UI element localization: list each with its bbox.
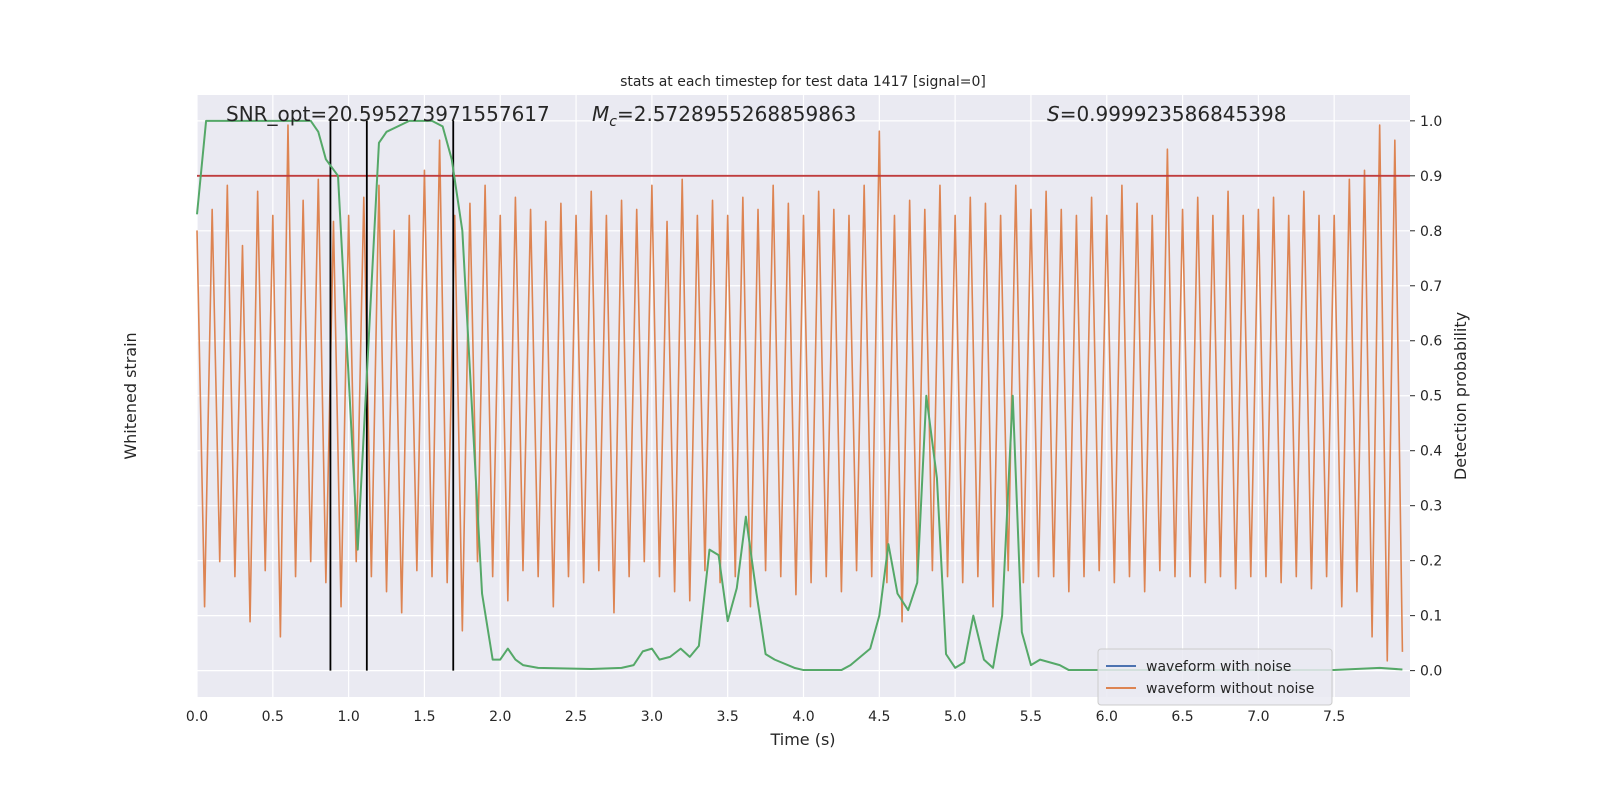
annotation-text: =2.5728955268859863	[617, 102, 856, 126]
legend-box	[1097, 648, 1333, 706]
legend-label: waveform without noise	[1146, 681, 1314, 697]
y-axis-label: Whitened strain	[121, 332, 140, 459]
y2-tick-label: 0.2	[1420, 554, 1442, 570]
x-tick-label: 2.5	[565, 709, 587, 725]
x-tick-label: 7.5	[1323, 709, 1345, 725]
series-line	[196, 124, 1404, 662]
y2-tick-label: 0.5	[1420, 389, 1442, 405]
x-axis-label: Time (s)	[769, 730, 835, 749]
y2-axis-label: Detection probability	[1451, 312, 1470, 480]
x-tick-label: 1.5	[413, 709, 435, 725]
annotation: S=0.999923586845398	[1047, 102, 1286, 126]
x-tick-label: 0.0	[186, 709, 208, 725]
series-line	[196, 119, 1403, 672]
x-tick-label: 5.5	[1020, 709, 1042, 725]
x-tick-label: 3.0	[641, 709, 663, 725]
annotation-symbol: M	[592, 102, 609, 126]
x-tick-label: 0.5	[262, 709, 284, 725]
y2-tick-label: 0.4	[1420, 444, 1442, 460]
x-tick-label: 6.0	[1096, 709, 1118, 725]
x-tick-label: 3.5	[717, 709, 739, 725]
x-tick-label: 4.0	[792, 709, 814, 725]
annotation-text: =0.999923586845398	[1060, 102, 1287, 126]
y2-tick-label: 1.0	[1420, 114, 1442, 130]
x-tick-label: 1.0	[337, 709, 359, 725]
annotation-symbol: S	[1047, 102, 1060, 126]
x-tick-label: 7.0	[1247, 709, 1269, 725]
legend-label: waveform with noise	[1146, 659, 1291, 675]
x-tick-label: 2.0	[489, 709, 511, 725]
x-tick-label: 5.0	[944, 709, 966, 725]
x-tick-label: 6.5	[1171, 709, 1193, 725]
y2-tick-label: 0.9	[1420, 169, 1442, 185]
y2-tick-label: 0.7	[1420, 279, 1442, 295]
y2-tick-label: 0.0	[1420, 664, 1442, 680]
annotation-text: SNR_opt=20.595273971557617	[226, 102, 550, 126]
annotation: Mc=2.5728955268859863	[592, 102, 856, 130]
x-tick-label: 4.5	[868, 709, 890, 725]
chart-title: stats at each timestep for test data 141…	[620, 74, 986, 90]
y2-tick-label: 0.1	[1420, 609, 1442, 625]
y2-tick-label: 0.8	[1420, 224, 1442, 240]
y2-tick-label: 0.3	[1420, 499, 1442, 515]
y2-tick-label: 0.6	[1420, 334, 1442, 350]
annotation: SNR_opt=20.595273971557617	[226, 102, 550, 126]
annotation-subscript: c	[609, 114, 617, 130]
